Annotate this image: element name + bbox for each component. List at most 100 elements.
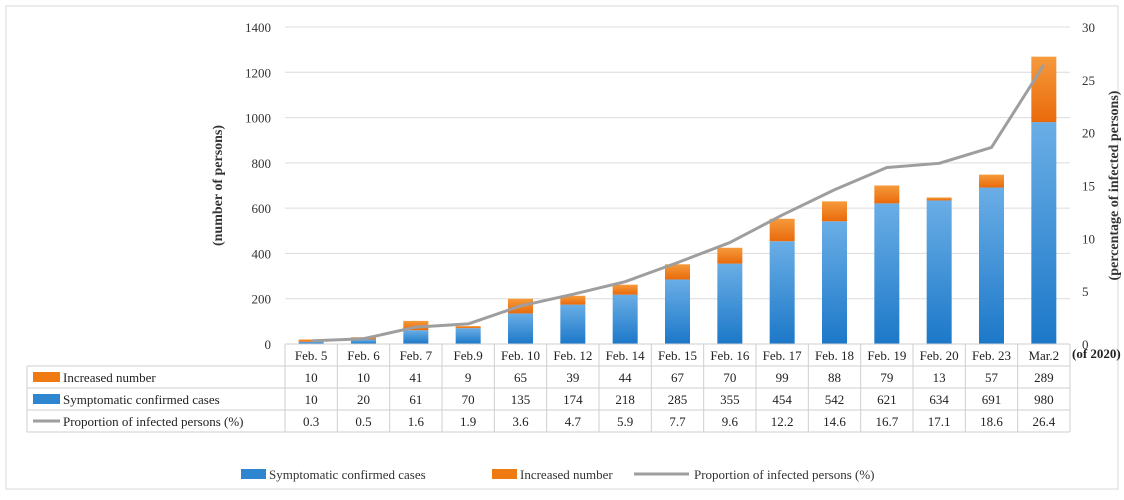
table-cell: 634 bbox=[929, 392, 949, 407]
table-cell: 454 bbox=[772, 392, 792, 407]
table-cell: 12.2 bbox=[771, 414, 794, 429]
table-cell: 20 bbox=[357, 392, 370, 407]
x-tick-label: Feb. 7 bbox=[400, 348, 433, 363]
table-cell: 57 bbox=[985, 370, 999, 385]
bar-increased-number bbox=[822, 201, 847, 221]
table-cell: 79 bbox=[880, 370, 893, 385]
legend-label: Symptomatic confirmed cases bbox=[269, 467, 426, 482]
table-cell: 39 bbox=[566, 370, 579, 385]
x-tick-label: Feb. 6 bbox=[347, 348, 380, 363]
legend-label: Increased number bbox=[520, 467, 613, 482]
x-tick-label: Feb. 10 bbox=[501, 348, 540, 363]
y2-axis-title: (percentage of infected persons) bbox=[1107, 90, 1122, 280]
bar-confirmed-cases bbox=[979, 188, 1004, 344]
table-cell: 70 bbox=[723, 370, 736, 385]
table-cell: 174 bbox=[563, 392, 583, 407]
legend: Symptomatic confirmed cases Increased num… bbox=[241, 467, 875, 482]
y2-tick-label: 30 bbox=[1082, 20, 1095, 35]
bar-confirmed-cases bbox=[717, 264, 742, 344]
bar-increased-number bbox=[927, 198, 952, 201]
table-cell: 61 bbox=[409, 392, 422, 407]
table-cell: 99 bbox=[776, 370, 789, 385]
bar-confirmed-cases bbox=[403, 330, 428, 344]
x-tick-label: Feb. 18 bbox=[815, 348, 854, 363]
bar-increased-number bbox=[717, 248, 742, 264]
x-tick-label: Feb. 16 bbox=[710, 348, 750, 363]
legend-swatch bbox=[241, 469, 266, 479]
table-cell: 10 bbox=[305, 370, 318, 385]
table-cell: 0.5 bbox=[355, 414, 371, 429]
table-cell: 135 bbox=[511, 392, 531, 407]
bar-increased-number bbox=[874, 186, 899, 204]
table-cell: 70 bbox=[462, 392, 475, 407]
bar-confirmed-cases bbox=[508, 313, 533, 344]
table-cell: 10 bbox=[305, 392, 318, 407]
table-cell: 289 bbox=[1034, 370, 1054, 385]
y2-tick-label: 20 bbox=[1082, 126, 1095, 141]
table-row-label: Symptomatic confirmed cases bbox=[63, 392, 220, 407]
y-tick-label: 1200 bbox=[245, 65, 271, 80]
y-tick-label: 0 bbox=[265, 337, 272, 352]
table-cell: 67 bbox=[671, 370, 685, 385]
table-cell: 5.9 bbox=[617, 414, 633, 429]
table-cell: 0.3 bbox=[303, 414, 319, 429]
table-cell: 980 bbox=[1034, 392, 1054, 407]
x-tick-label: Feb.9 bbox=[454, 348, 483, 363]
bar-confirmed-cases bbox=[770, 241, 795, 344]
bar-confirmed-cases bbox=[874, 203, 899, 344]
legend-swatch bbox=[492, 469, 517, 479]
bar-confirmed-cases bbox=[665, 279, 690, 344]
y2-tick-label: 5 bbox=[1082, 284, 1089, 299]
y-tick-label: 600 bbox=[252, 201, 272, 216]
table-cell: 691 bbox=[982, 392, 1002, 407]
bar-confirmed-cases bbox=[1031, 122, 1056, 344]
table-cell: 10 bbox=[357, 370, 370, 385]
x-tick-label: Feb. 19 bbox=[867, 348, 906, 363]
table-cell: 1.9 bbox=[460, 414, 476, 429]
table-cell: 355 bbox=[720, 392, 740, 407]
y-tick-label: 200 bbox=[252, 292, 272, 307]
table-cell: 18.6 bbox=[980, 414, 1003, 429]
bar-confirmed-cases bbox=[560, 305, 585, 344]
x-axis-suffix: (of 2020) bbox=[1072, 346, 1121, 361]
y-tick-label: 800 bbox=[252, 156, 272, 171]
x-tick-label: Mar.2 bbox=[1028, 348, 1059, 363]
table-cell: 285 bbox=[668, 392, 688, 407]
table-cell: 13 bbox=[933, 370, 946, 385]
table-cell: 542 bbox=[825, 392, 845, 407]
table-cell: 621 bbox=[877, 392, 897, 407]
table-cell: 16.7 bbox=[875, 414, 898, 429]
bar-confirmed-cases bbox=[613, 295, 638, 344]
x-tick-label: Feb. 17 bbox=[763, 348, 803, 363]
gridlines bbox=[285, 27, 1070, 299]
bar-increased-number bbox=[979, 175, 1004, 188]
bar-series bbox=[299, 57, 1057, 344]
table-cell: 17.1 bbox=[928, 414, 951, 429]
legend-label: Proportion of infected persons (%) bbox=[694, 467, 875, 482]
row-key-swatch bbox=[33, 372, 60, 382]
bar-confirmed-cases bbox=[456, 328, 481, 344]
bar-increased-number bbox=[613, 285, 638, 295]
table-cell: 26.4 bbox=[1032, 414, 1055, 429]
table-cell: 218 bbox=[615, 392, 635, 407]
bar-confirmed-cases bbox=[927, 200, 952, 344]
table-row-label: Increased number bbox=[63, 370, 156, 385]
y-axis-title: (number of persons) bbox=[211, 125, 226, 246]
bar-confirmed-cases bbox=[822, 221, 847, 344]
y2-tick-label: 25 bbox=[1082, 73, 1095, 88]
table-cell: 7.7 bbox=[669, 414, 686, 429]
x-tick-label: Feb. 20 bbox=[920, 348, 959, 363]
y-tick-label: 400 bbox=[252, 246, 272, 261]
table-cell: 1.6 bbox=[408, 414, 425, 429]
x-tick-label: Feb. 12 bbox=[553, 348, 592, 363]
x-tick-label: Feb. 15 bbox=[658, 348, 697, 363]
y2-tick-label: 15 bbox=[1082, 179, 1095, 194]
table-cell: 44 bbox=[619, 370, 633, 385]
x-tick-label: Feb. 14 bbox=[606, 348, 646, 363]
y2-tick-label: 10 bbox=[1082, 231, 1095, 246]
table-cell: 88 bbox=[828, 370, 841, 385]
table-cell: 4.7 bbox=[565, 414, 582, 429]
